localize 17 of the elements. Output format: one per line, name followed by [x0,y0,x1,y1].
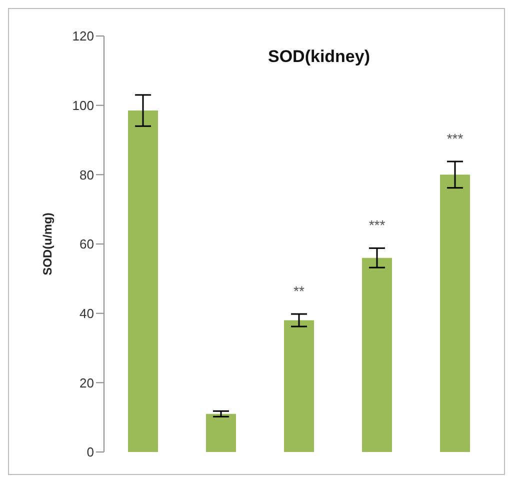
bar [440,174,470,452]
y-tick-label: 60 [80,236,94,252]
annotation: *** [446,130,464,146]
y-tick-label: 40 [80,306,94,321]
annotation: ** [294,283,305,300]
bar [206,414,236,452]
bar [362,258,392,452]
text: SOD(kidney) [266,47,372,67]
y-axis-title: SOD(u/mg) [40,212,54,276]
y-tick-label: 120 [72,28,94,44]
bar [284,320,314,452]
bar [128,110,158,452]
y-tick-label: 100 [72,98,94,113]
y-tick-label: 80 [80,167,94,182]
y-tick-label: 0 [86,444,94,460]
y-tick-label: 20 [80,375,94,390]
annotation: *** [368,217,386,234]
